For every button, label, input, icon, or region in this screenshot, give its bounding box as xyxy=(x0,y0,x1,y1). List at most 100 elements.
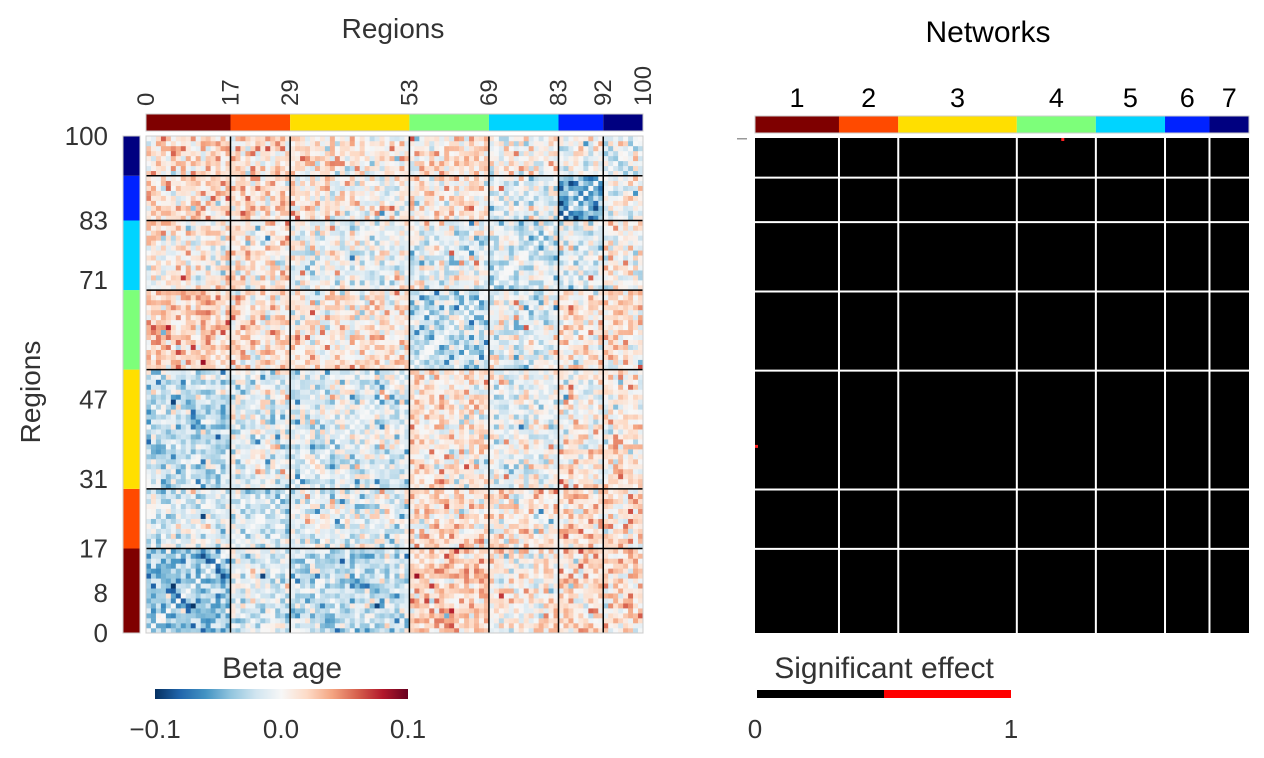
heatmap-cell xyxy=(503,558,510,564)
heatmap-cell xyxy=(469,523,475,529)
heatmap-cell xyxy=(543,483,549,490)
heatmap-cell xyxy=(419,588,425,594)
heatmap-cell xyxy=(573,613,579,619)
left-x-title: Regions xyxy=(342,13,445,44)
heatmap-cell xyxy=(275,593,281,599)
heatmap-cell xyxy=(310,598,316,604)
heatmap-cell xyxy=(419,523,425,529)
heatmap-cell xyxy=(558,608,564,614)
heatmap-cell xyxy=(319,459,326,465)
heatmap-cell xyxy=(230,553,236,559)
heatmap-cell xyxy=(180,618,187,624)
heatmap-cell xyxy=(250,384,256,390)
heatmap-cell xyxy=(275,573,281,579)
heatmap-cell xyxy=(568,583,574,589)
heatmap-cell xyxy=(319,439,326,445)
heatmap-cell xyxy=(454,568,460,574)
heatmap-cell xyxy=(290,593,296,599)
heatmap-cell xyxy=(150,414,157,420)
heatmap-cell xyxy=(439,538,445,544)
heatmap-cell xyxy=(533,608,539,614)
heatmap-cell xyxy=(170,523,177,529)
heatmap-cell xyxy=(553,498,559,505)
heatmap-cell xyxy=(339,434,346,440)
heatmap-cell xyxy=(250,608,256,614)
heatmap-cell xyxy=(334,493,341,500)
heatmap-cell xyxy=(568,548,574,554)
heatmap-cell xyxy=(478,598,485,604)
heatmap-cell xyxy=(300,434,306,440)
heatmap-cell xyxy=(469,419,475,425)
heatmap-cell xyxy=(280,419,286,425)
heatmap-cell xyxy=(389,598,395,604)
heatmap-cell xyxy=(464,583,470,589)
heatmap-cell xyxy=(270,578,276,584)
heatmap-cell xyxy=(280,473,286,480)
heatmap-cell xyxy=(250,533,256,539)
heatmap-cell xyxy=(464,429,470,435)
heatmap-cell xyxy=(200,449,206,455)
heatmap-cell xyxy=(175,538,182,544)
heatmap-cell xyxy=(623,498,629,505)
heatmap-cell xyxy=(205,548,211,554)
heatmap-cell xyxy=(603,533,609,539)
heatmap-cell xyxy=(230,603,236,609)
heatmap-cell xyxy=(175,523,182,529)
heatmap-cell xyxy=(285,389,291,395)
heatmap-cell xyxy=(608,548,614,554)
heatmap-cell xyxy=(190,563,196,569)
heatmap-cell xyxy=(260,508,266,514)
heatmap-cell xyxy=(493,454,500,460)
heatmap-cell xyxy=(310,454,316,460)
heatmap-cell xyxy=(205,409,211,415)
heatmap-cell xyxy=(389,483,395,490)
heatmap-cell xyxy=(225,389,231,395)
heatmap-cell xyxy=(608,553,614,559)
heatmap-cell xyxy=(300,414,306,420)
heatmap-cell xyxy=(454,593,460,599)
heatmap-cell xyxy=(613,513,619,519)
heatmap-cell xyxy=(454,578,460,584)
heatmap-cell xyxy=(553,434,559,440)
heatmap-cell xyxy=(230,394,236,400)
heatmap-cell xyxy=(235,618,241,624)
heatmap-cell xyxy=(215,404,221,410)
heatmap-cell xyxy=(220,483,226,490)
heatmap-cell xyxy=(146,598,152,604)
heatmap-cell xyxy=(215,468,221,475)
heatmap-cell xyxy=(419,548,425,554)
heatmap-cell xyxy=(285,538,291,544)
heatmap-cell xyxy=(245,434,251,440)
heatmap-cell xyxy=(175,414,182,420)
heatmap-cell xyxy=(349,503,355,509)
heatmap-cell xyxy=(225,543,231,549)
heatmap-cell xyxy=(598,563,604,569)
heatmap-cell xyxy=(548,488,554,495)
heatmap-cell xyxy=(478,478,485,485)
heatmap-cell xyxy=(240,628,246,634)
heatmap-cell xyxy=(384,498,390,505)
heatmap-cell xyxy=(543,503,549,509)
heatmap-cell xyxy=(528,429,534,435)
heatmap-cell xyxy=(464,454,470,460)
heatmap-cell xyxy=(434,613,440,619)
heatmap-cell xyxy=(608,508,614,514)
heatmap-cell xyxy=(295,623,301,629)
heatmap-cell xyxy=(205,503,211,509)
heatmap-cell xyxy=(469,439,475,445)
heatmap-cell xyxy=(474,439,480,445)
heatmap-cell xyxy=(588,493,594,500)
heatmap-cell xyxy=(339,473,346,480)
heatmap-cell xyxy=(389,399,395,405)
heatmap-cell xyxy=(419,563,425,569)
heatmap-cell xyxy=(628,628,634,634)
heatmap-cell xyxy=(543,409,549,415)
heatmap-cell xyxy=(613,588,619,594)
heatmap-cell xyxy=(165,548,172,554)
heatmap-cell xyxy=(160,518,167,524)
heatmap-cell xyxy=(603,623,609,629)
heatmap-cell xyxy=(175,543,182,549)
heatmap-cell xyxy=(588,473,594,480)
heatmap-cell xyxy=(558,518,564,524)
heatmap-cell xyxy=(300,503,306,509)
